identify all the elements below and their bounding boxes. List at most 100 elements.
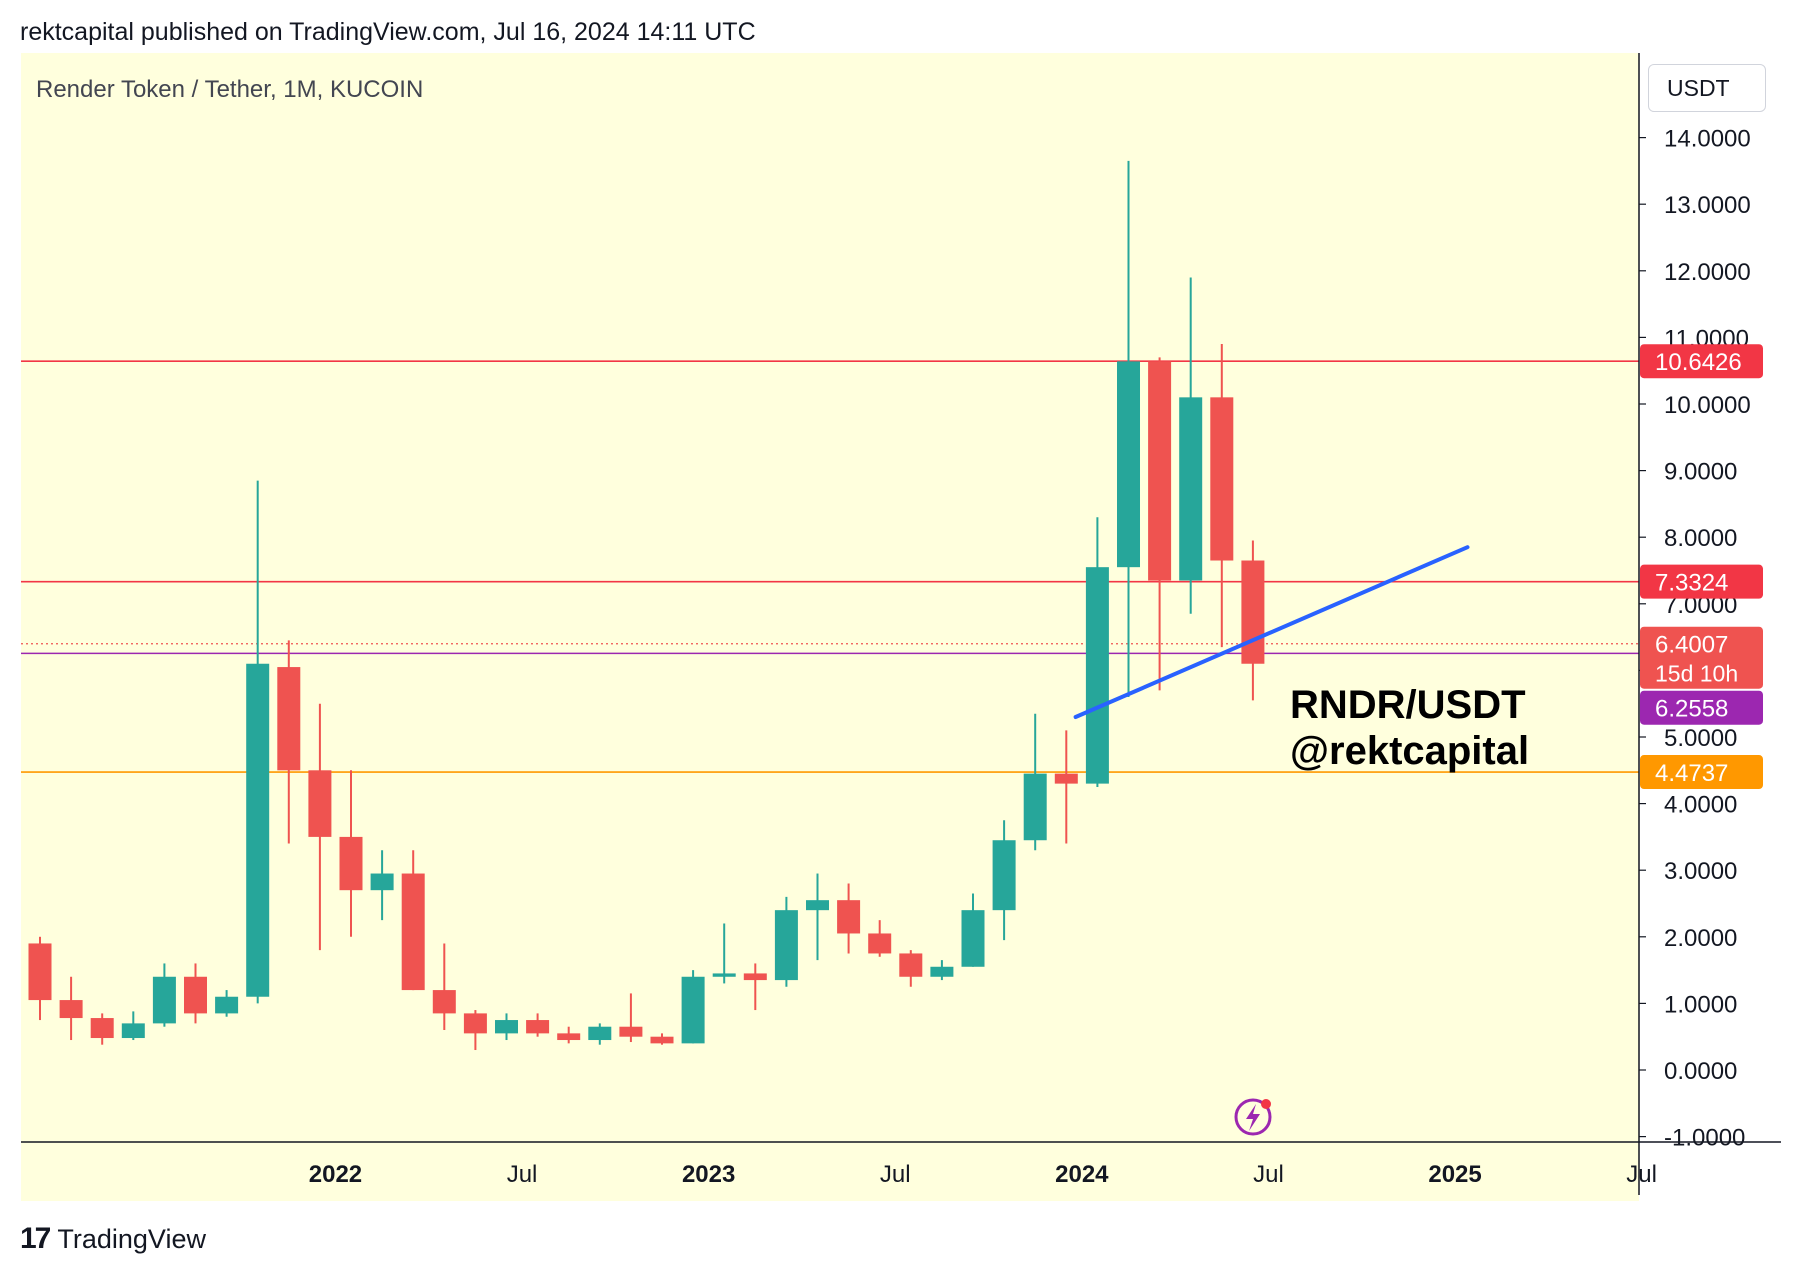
candle-body (277, 667, 301, 771)
candle-body (588, 1026, 612, 1041)
candle-body (59, 1000, 83, 1019)
candle-1[interactable] (59, 976, 83, 1041)
level-tag-1: 7.3324 (1640, 564, 1763, 599)
candle-4[interactable] (152, 963, 176, 1027)
price-tick-label: 14.0000 (1664, 126, 1751, 153)
candle-17[interactable] (557, 1026, 581, 1044)
lightning-icon[interactable] (1234, 1098, 1272, 1136)
candle-6[interactable] (215, 990, 239, 1017)
candle-14[interactable] (463, 1010, 487, 1051)
time-tick-label: 2023 (682, 1161, 735, 1188)
candle-24[interactable] (774, 896, 798, 987)
candle-body (463, 1013, 487, 1034)
candle-27[interactable] (868, 920, 892, 957)
price-tick-label: 1.0000 (1664, 991, 1737, 1018)
candle-body (401, 873, 425, 991)
candle-38[interactable] (1210, 344, 1234, 648)
candle-body (184, 976, 207, 1014)
price-tick-label: -1.0000 (1664, 1125, 1745, 1152)
candle-body (992, 840, 1016, 911)
candle-20[interactable] (650, 1033, 674, 1045)
candle-37[interactable] (1179, 277, 1203, 614)
publish-line: rektcapital published on TradingView.com… (20, 18, 756, 46)
candle-2[interactable] (90, 1013, 114, 1045)
candle-body (837, 900, 861, 934)
price-tick-label: 0.0000 (1664, 1058, 1737, 1085)
time-axis-background (21, 1142, 1639, 1201)
candle-body (1117, 361, 1140, 568)
candle-body (370, 873, 394, 891)
watermark-pair: RNDR/USDT (1290, 683, 1526, 727)
candle-body (743, 973, 767, 981)
horizontal-levels (21, 360, 1639, 773)
candle-25[interactable] (806, 873, 829, 961)
candle-body (557, 1033, 581, 1041)
candle-13[interactable] (432, 943, 456, 1031)
candle-11[interactable] (370, 850, 394, 921)
candles[interactable] (28, 160, 1265, 1051)
price-tick-label: 3.0000 (1664, 858, 1737, 885)
candle-28[interactable] (899, 950, 923, 987)
candle-31[interactable] (992, 820, 1016, 941)
time-axis[interactable]: 2022 Jul 2023 Jul 2024 Jul 2025 Jul (309, 1161, 1657, 1188)
candle-15[interactable] (495, 1013, 518, 1041)
candle-34[interactable] (1085, 517, 1109, 787)
candle-body (1085, 567, 1109, 784)
candle-10[interactable] (339, 770, 363, 937)
candle-8[interactable] (277, 640, 301, 844)
price-tick-label: 10.0000 (1664, 392, 1751, 419)
candle-5[interactable] (184, 963, 207, 1024)
watermark-author: @rektcapital (1290, 729, 1530, 773)
time-tick-label: 2025 (1428, 1161, 1481, 1188)
time-tick-label: 2024 (1055, 1161, 1109, 1188)
candle-body (930, 966, 954, 977)
candle-body (308, 770, 332, 837)
candle-16[interactable] (526, 1013, 550, 1037)
time-tick-label: Jul (507, 1161, 538, 1188)
candle-36[interactable] (1148, 357, 1172, 691)
candle-body (774, 910, 798, 981)
candle-body (495, 1020, 518, 1034)
level-tag-purple-value: 6.2558 (1655, 696, 1728, 723)
candle-19[interactable] (619, 993, 643, 1043)
candle-23[interactable] (743, 963, 767, 1011)
candle-body (868, 933, 892, 954)
trendline[interactable] (1073, 545, 1470, 720)
candle-21[interactable] (681, 970, 705, 1044)
candle-body (1054, 773, 1078, 784)
plot-background (21, 53, 1639, 1142)
candle-body (1023, 773, 1047, 841)
candle-body (121, 1023, 145, 1039)
candle-3[interactable] (121, 1011, 145, 1041)
candle-33[interactable] (1054, 730, 1078, 844)
candle-0[interactable] (28, 936, 52, 1021)
candle-18[interactable] (588, 1023, 612, 1045)
candle-body (526, 1020, 550, 1034)
candle-body (1210, 397, 1234, 561)
level-tag-0-value: 10.6426 (1655, 349, 1742, 376)
tradingview-brand: TradingView (57, 1223, 206, 1254)
price-tick-label: 5.0000 (1664, 725, 1737, 752)
time-tick-label: Jul (1253, 1161, 1284, 1188)
currency-selector[interactable]: USDT (1648, 64, 1766, 112)
tradingview-logo[interactable]: 17 TradingView (20, 1222, 206, 1256)
candle-35[interactable] (1117, 160, 1140, 698)
level-tag-1-value: 7.3324 (1655, 570, 1728, 597)
candle-32[interactable] (1023, 713, 1047, 851)
candle-body (1179, 397, 1203, 581)
level-tag-0: 10.6426 (1640, 344, 1763, 379)
candle-29[interactable] (930, 960, 954, 981)
candle-7[interactable] (246, 480, 270, 1004)
price-tick-label: 13.0000 (1664, 192, 1751, 219)
candle-9[interactable] (308, 703, 332, 951)
candle-12[interactable] (401, 850, 425, 991)
candle-30[interactable] (961, 893, 985, 967)
price-tick-label: 2.0000 (1664, 925, 1737, 952)
price-tick-label: 4.0000 (1664, 792, 1737, 819)
price-tick-label: 9.0000 (1664, 459, 1737, 486)
candle-body (619, 1026, 643, 1037)
candle-22[interactable] (712, 923, 736, 984)
candle-26[interactable] (837, 883, 861, 954)
